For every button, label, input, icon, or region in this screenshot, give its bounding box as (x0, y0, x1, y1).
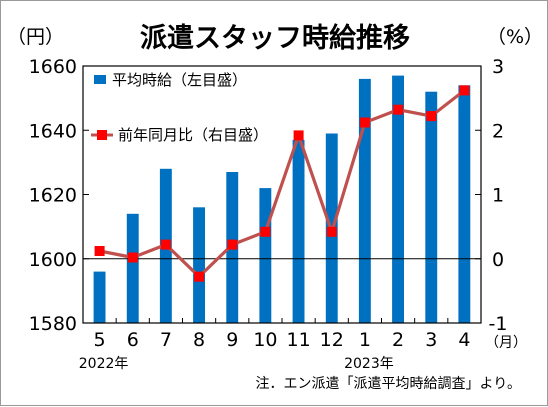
left-tick-label-1: 1600 (29, 249, 77, 271)
line-point-8 (359, 117, 370, 128)
x-tick-label-10: 3 (425, 329, 437, 351)
left-tick-label-3: 1640 (29, 120, 77, 142)
x-tick-label-3: 8 (193, 329, 205, 351)
line-point-10 (426, 111, 437, 122)
legend-label-bar: 平均時給（左目盛） (112, 71, 247, 89)
bar-6 (292, 139, 305, 323)
plot-border (82, 65, 482, 324)
year-label-1: 2023年 (344, 356, 394, 372)
right-tick-label-3: 2 (492, 120, 504, 142)
bar-11 (458, 85, 471, 323)
source-note: 注．エン派遣「派遣平均時給調査」より。 (256, 376, 521, 392)
right-tick-label-0: -1 (489, 313, 508, 335)
line-point-7 (326, 226, 337, 237)
x-tick-label-11: 4 (458, 329, 470, 351)
legend-swatch-marker (97, 130, 107, 140)
left-tick-label-2: 1620 (29, 185, 77, 207)
x-tick-label-4: 9 (226, 329, 238, 351)
right-axis-unit: （%） (487, 26, 543, 48)
line-point-1 (127, 252, 138, 263)
x-tick-label-8: 1 (359, 329, 371, 351)
bar-3 (193, 207, 205, 323)
x-tick-label-9: 2 (392, 329, 404, 351)
x-tick-label-5: 10 (253, 329, 277, 351)
x-tick-label-0: 5 (94, 329, 106, 351)
bar-0 (93, 271, 106, 323)
line-series (99, 89, 466, 279)
line-point-4 (227, 239, 238, 250)
left-tick-label-0: 1580 (29, 313, 77, 335)
line-point-0 (94, 246, 105, 256)
month-unit: （月） (485, 335, 527, 351)
left-axis-unit: （円） (7, 26, 64, 48)
bar-10 (425, 91, 438, 323)
line-point-5 (260, 226, 271, 237)
legend-swatch-bar (94, 75, 106, 84)
bar-1 (126, 213, 139, 323)
line-point-2 (160, 239, 171, 250)
right-tick-label-2: 1 (492, 185, 504, 207)
line-point-11 (459, 85, 470, 96)
bar-9 (392, 75, 404, 323)
chart-title: 派遣スタッフ時給推移 (140, 22, 410, 54)
right-tick-label-1: 0 (492, 249, 504, 271)
x-tick-label-1: 6 (127, 329, 139, 351)
legend-label-line: 前年同月比（右目盛） (118, 126, 268, 144)
x-tick-label-2: 7 (160, 329, 172, 351)
bar-8 (358, 78, 371, 324)
x-tick-label-7: 12 (320, 329, 344, 351)
line-point-6 (293, 130, 304, 141)
line-point-3 (194, 271, 205, 282)
left-tick-label-4: 1660 (29, 56, 77, 78)
right-tick-label-4: 3 (492, 56, 504, 78)
bar-5 (259, 188, 272, 323)
line-point-9 (393, 104, 404, 115)
x-tick-label-6: 11 (286, 329, 310, 351)
year-label-0: 2022年 (79, 356, 129, 372)
